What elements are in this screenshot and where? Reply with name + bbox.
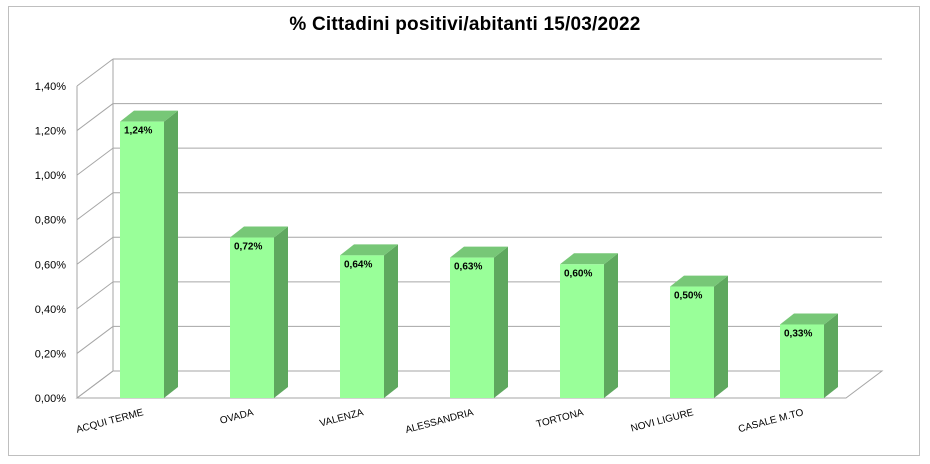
data-label: 0,60% [564,268,592,279]
bar-side [384,244,398,398]
bar-top [450,246,508,258]
bar-top [230,226,288,238]
gridline-depth [76,103,114,131]
x-tick-label: ACQUI TERME [75,407,145,436]
bar-top [670,275,728,287]
bar-front [560,264,604,398]
bar-front [780,324,824,398]
chart-title: % Cittadini positivi/abitanti 15/03/2022 [289,14,641,35]
bar-side [494,246,508,398]
x-tick-label: ALESSANDRIA [404,407,475,436]
gridline-depth [76,147,114,176]
bar-side [714,275,728,398]
x-tick-label: CASALE M.TO [737,407,805,435]
bar-front [450,257,494,398]
bar-side [164,110,178,399]
data-label: 0,33% [784,328,812,339]
bar-top [780,313,838,325]
y-tick-label: 0,20% [35,348,66,360]
bar-front [670,286,714,398]
y-tick-label: 0,40% [35,304,66,316]
bar: 0,72% [230,226,288,398]
data-label: 0,63% [454,262,482,273]
bar-top [120,110,178,122]
bar: 0,50% [670,275,728,398]
x-tick-label: TORTONA [535,407,585,430]
bar: 1,24% [120,110,178,399]
y-tick-label: 1,00% [35,170,66,182]
gridline-depth [76,192,114,221]
data-label: 0,64% [344,259,372,270]
gridline-depth [76,236,114,265]
gridline-depth [76,326,114,354]
data-label: 0,50% [674,291,702,302]
y-tick-label: 1,20% [35,126,66,138]
x-tick-label: NOVI LIGURE [630,407,695,434]
bar-front [120,121,164,399]
bar-top [560,253,618,265]
bar: 0,33% [780,313,838,398]
bar-side [604,253,618,398]
gridline-depth [76,58,114,87]
bar-side [274,226,288,398]
y-tick-label: 0,80% [35,215,66,227]
y-tick-label: 0,60% [35,259,66,271]
x-tick-label: OVADA [219,407,255,427]
bar-front [230,237,274,398]
bar-front [340,255,384,398]
x-tick-label: VALENZA [319,407,365,429]
gridline-depth [76,281,114,310]
x-axis-labels: ACQUI TERME OVADA VALENZA ALESSANDRIA TORTON… [75,407,805,436]
data-label: 1,24% [124,126,152,137]
bars: 1,24% 0,72% 0,64% 0,63% 0,60% 0,50% 0,33% [120,110,838,399]
bar-top [340,244,398,256]
data-label: 0,72% [234,242,262,253]
bar-side [824,313,838,398]
bar: 0,64% [340,244,398,398]
y-tick-label: 0,00% [35,393,66,405]
y-axis: 0,00% 0,20% 0,40% 0,60% 0,80% 1,00% 1,20% 1,40% [35,59,114,405]
gridline-depth [76,370,114,399]
y-tick-label: 1,40% [35,81,66,93]
bar: 0,60% [560,253,618,398]
bar: 0,63% [450,246,508,398]
